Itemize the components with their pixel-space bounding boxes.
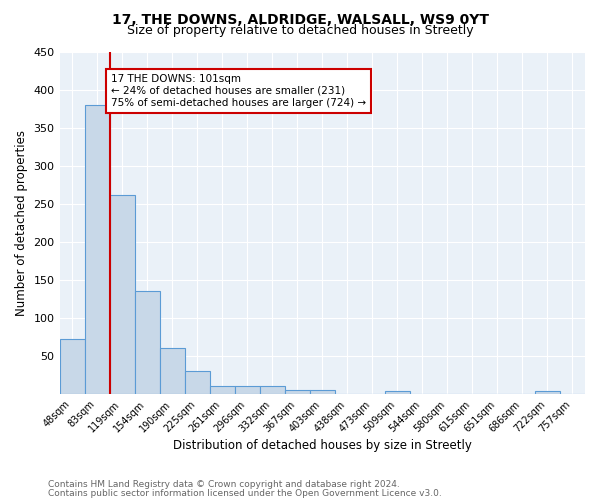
Bar bbox=[285, 390, 310, 394]
Bar bbox=[85, 105, 110, 394]
Text: Contains public sector information licensed under the Open Government Licence v3: Contains public sector information licen… bbox=[48, 489, 442, 498]
Text: Size of property relative to detached houses in Streetly: Size of property relative to detached ho… bbox=[127, 24, 473, 37]
Bar bbox=[134, 290, 160, 394]
Bar bbox=[535, 391, 560, 394]
Bar bbox=[59, 340, 85, 394]
Bar bbox=[160, 348, 185, 394]
Text: Contains HM Land Registry data © Crown copyright and database right 2024.: Contains HM Land Registry data © Crown c… bbox=[48, 480, 400, 489]
Bar bbox=[209, 386, 235, 394]
Text: 17 THE DOWNS: 101sqm
← 24% of detached houses are smaller (231)
75% of semi-deta: 17 THE DOWNS: 101sqm ← 24% of detached h… bbox=[111, 74, 366, 108]
Bar bbox=[110, 194, 134, 394]
X-axis label: Distribution of detached houses by size in Streetly: Distribution of detached houses by size … bbox=[173, 440, 472, 452]
Text: 17, THE DOWNS, ALDRIDGE, WALSALL, WS9 0YT: 17, THE DOWNS, ALDRIDGE, WALSALL, WS9 0Y… bbox=[112, 12, 488, 26]
Bar bbox=[385, 391, 410, 394]
Bar bbox=[260, 386, 285, 394]
Y-axis label: Number of detached properties: Number of detached properties bbox=[15, 130, 28, 316]
Bar bbox=[235, 386, 260, 394]
Bar bbox=[185, 371, 209, 394]
Bar bbox=[310, 390, 335, 394]
